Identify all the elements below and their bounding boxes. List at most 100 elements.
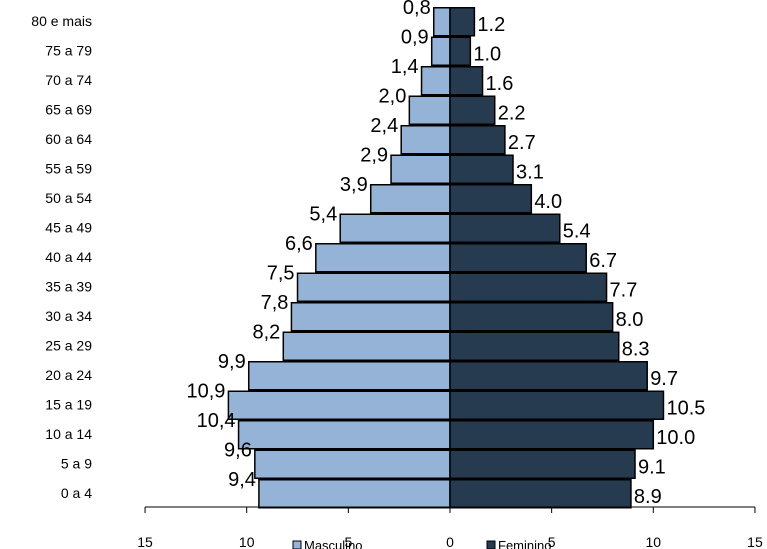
x-tick-label: 10	[646, 534, 662, 549]
category-label: 75 a 79	[45, 43, 92, 59]
data-label-feminino: 9.1	[638, 457, 666, 479]
x-tick-label: 5	[344, 534, 352, 549]
bar-masculino	[430, 36, 451, 66]
category-label: 35 a 39	[45, 279, 92, 295]
data-label-masculino: 5,4	[309, 204, 337, 226]
bar-masculino	[432, 7, 451, 37]
category-label: 25 a 29	[45, 338, 92, 354]
data-label-feminino: 8.9	[634, 486, 662, 508]
bar-feminino	[449, 7, 476, 37]
data-label-feminino: 6.7	[589, 250, 617, 272]
category-label: 50 a 54	[45, 190, 92, 206]
bar-masculino	[339, 213, 451, 243]
category-label: 10 a 14	[45, 426, 92, 442]
bar-masculino	[290, 302, 451, 332]
bar-feminino	[449, 449, 636, 479]
data-label-masculino: 2,4	[370, 115, 398, 137]
data-label-feminino: 3.1	[516, 162, 544, 184]
category-label: 65 a 69	[45, 102, 92, 118]
x-tick-label: 10	[239, 534, 255, 549]
data-label-feminino: 2.2	[498, 103, 526, 125]
legend-label: Feminino	[498, 538, 551, 549]
data-label-masculino: 8,2	[252, 322, 280, 344]
bar-masculino	[227, 390, 451, 420]
x-tick-label: 5	[548, 534, 556, 549]
category-label: 80 e mais	[31, 13, 92, 29]
category-label: 60 a 64	[45, 131, 92, 147]
bar-masculino	[390, 154, 451, 184]
data-label-masculino: 2,0	[379, 86, 407, 108]
category-label: 15 a 19	[45, 397, 92, 413]
category-label: 40 a 44	[45, 249, 92, 265]
category-label: 20 a 24	[45, 367, 92, 383]
data-label-masculino: 9,4	[228, 469, 256, 491]
data-label-feminino: 4.0	[534, 191, 562, 213]
legend-swatch	[292, 540, 302, 549]
category-label: 55 a 59	[45, 161, 92, 177]
data-label-masculino: 2,9	[360, 145, 388, 167]
legend-item-masculino: Masculino	[292, 538, 363, 549]
data-label-masculino: 10,4	[197, 410, 236, 432]
data-label-masculino: 1,4	[391, 56, 419, 78]
data-label-feminino: 7.7	[610, 280, 638, 302]
bar-feminino	[449, 154, 514, 184]
bar-feminino	[449, 272, 608, 302]
data-label-feminino: 8.3	[622, 339, 650, 361]
category-label: 45 a 49	[45, 220, 92, 236]
category-label: 5 a 9	[61, 456, 92, 472]
category-labels: 0 a 4 5 a 9 10 a 14 15 a 19 20 a 24 25 a 29 30…	[31, 13, 92, 501]
x-tick-label: 15	[137, 534, 153, 549]
data-labels: 9,4 9,6 10,4 10,9 9,9 8,2 7,8 7,5 6,6 5,43,9 2,9 2,…	[186, 0, 705, 508]
data-label-feminino: 10.5	[666, 398, 705, 420]
data-label-masculino: 0,9	[401, 27, 429, 49]
data-label-masculino: 9,9	[218, 351, 246, 373]
bar-feminino	[449, 125, 506, 155]
bar-feminino	[449, 331, 620, 361]
bar-feminino	[449, 213, 561, 243]
bar-masculino	[254, 449, 451, 479]
data-label-feminino: 1.0	[473, 44, 501, 66]
bar-masculino	[420, 66, 451, 96]
legend-label: Masculino	[304, 538, 363, 549]
data-label-feminino: 10.0	[656, 427, 695, 449]
data-label-feminino: 2.7	[508, 132, 536, 154]
legend-swatch	[486, 540, 496, 549]
bar-masculino	[400, 125, 451, 155]
bar-feminino	[449, 302, 614, 332]
bar-masculino	[282, 331, 451, 361]
data-label-feminino: 5.4	[563, 221, 591, 243]
bar-masculino	[237, 420, 451, 450]
data-label-masculino: 7,5	[267, 263, 295, 285]
data-label-feminino: 8.0	[616, 309, 644, 331]
bar-feminino	[449, 95, 496, 125]
bars	[227, 7, 665, 509]
bar-masculino	[247, 361, 451, 391]
data-label-feminino: 1.2	[477, 14, 505, 36]
category-label: 30 a 34	[45, 308, 92, 324]
bar-feminino	[449, 390, 665, 420]
bar-masculino	[258, 479, 451, 509]
bar-masculino	[408, 95, 451, 125]
data-label-masculino: 9,6	[224, 440, 252, 462]
bar-masculino	[296, 272, 451, 302]
bar-masculino	[315, 243, 451, 273]
data-label-masculino: 6,6	[285, 233, 313, 255]
bar-feminino	[449, 361, 648, 391]
category-label: 0 a 4	[61, 485, 92, 501]
data-label-masculino: 7,8	[261, 292, 289, 314]
bar-feminino	[449, 243, 587, 273]
legend-item-feminino: Feminino	[486, 538, 551, 549]
bar-feminino	[449, 36, 472, 66]
data-label-masculino: 3,9	[340, 174, 368, 196]
bar-feminino	[449, 479, 632, 509]
legend: Masculino Feminino	[292, 538, 551, 549]
x-tick-label: 15	[747, 534, 763, 549]
bar-feminino	[449, 66, 484, 96]
bar-masculino	[369, 184, 451, 214]
data-label-feminino: 9.7	[650, 368, 678, 390]
data-label-masculino: 10,9	[186, 381, 225, 403]
x-tick-label: 0	[446, 534, 454, 549]
data-label-masculino: 0,8	[403, 0, 431, 19]
bar-feminino	[449, 420, 655, 450]
